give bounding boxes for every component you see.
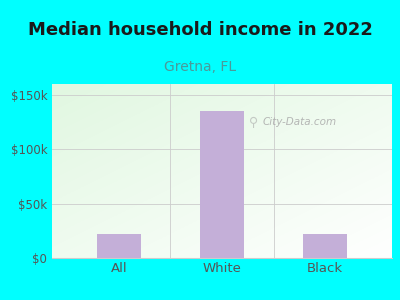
Text: City-Data.com: City-Data.com <box>263 117 337 127</box>
Text: Gretna, FL: Gretna, FL <box>164 60 236 74</box>
Text: Median household income in 2022: Median household income in 2022 <box>28 21 372 39</box>
Bar <box>97 234 141 258</box>
Bar <box>303 234 347 258</box>
Bar <box>200 111 244 258</box>
Text: ⚲: ⚲ <box>249 116 258 129</box>
